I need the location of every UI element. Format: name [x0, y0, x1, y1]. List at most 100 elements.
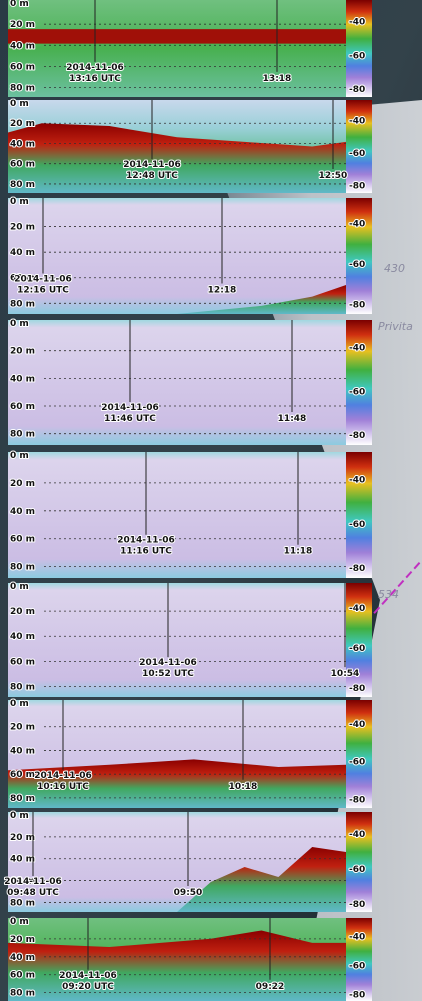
echogram-panel: 0 m20 m40 m60 m80 m-40-60-802014-11-0612… — [8, 196, 372, 314]
depth-label: 20 m — [10, 223, 35, 233]
marker-time: 10:16 UTC — [37, 782, 89, 792]
marker-time: 11:46 UTC — [104, 414, 156, 424]
echogram-panel: 0 m20 m40 m60 m80 m-40-60-802014-11-0611… — [8, 450, 372, 578]
marker-time: 09:50 — [174, 888, 203, 898]
depth-label: 0 m — [10, 451, 29, 461]
marker-date: 2014-11-06 — [117, 536, 175, 546]
scale-label: -80 — [349, 182, 365, 192]
map-label: 534 — [378, 588, 399, 601]
depth-label: 60 m — [10, 62, 35, 72]
scale-label: -80 — [349, 795, 365, 805]
depth-label: 80 m — [10, 989, 35, 999]
depth-label: 20 m — [10, 347, 35, 357]
echogram-background — [8, 583, 346, 697]
depth-label: 60 m — [10, 877, 35, 887]
map-label: 430 — [384, 262, 405, 275]
echogram-panel: 0 m20 m40 m60 m80 m-40-60-802014-11-0611… — [8, 318, 372, 445]
color-scale — [346, 320, 372, 445]
seabed-echo — [8, 123, 346, 193]
depth-label: 0 m — [10, 917, 29, 927]
scale-label: -60 — [349, 865, 365, 875]
depth-label: 40 m — [10, 507, 35, 517]
scale-label: -80 — [349, 85, 365, 95]
echogram-stack: 0 m 20 m 40 m 60 m 80 m -40 -60 -80 2014-11-06 13… — [3, 0, 372, 1001]
marker-date: 2014-11-06 — [4, 877, 62, 887]
depth-label: 40 m — [10, 41, 35, 51]
scale-label: -80 — [349, 990, 365, 1000]
depth-label: 80 m — [10, 430, 35, 440]
marker-time: 12:50 — [319, 171, 348, 181]
echogram-background — [8, 452, 346, 578]
depth-label: 80 m — [10, 180, 35, 190]
marker-time: 10:52 UTC — [142, 669, 194, 679]
marker-time: 12:18 — [208, 286, 237, 296]
scale-label: -80 — [349, 431, 365, 441]
color-scale — [346, 0, 372, 97]
color-scale — [346, 198, 372, 314]
depth-label: 0 m — [10, 582, 29, 592]
depth-label: 60 m — [10, 657, 35, 667]
echogram-panel: 0 m20 m40 m60 m80 m-40-60-802014-11-0610… — [8, 698, 372, 808]
depth-label: 60 m — [10, 770, 35, 780]
scale-label: -40 — [349, 116, 365, 126]
color-scale — [346, 583, 372, 697]
seabed-echo — [177, 285, 346, 314]
depth-label: 40 m — [10, 632, 35, 642]
depth-label: 80 m — [10, 299, 35, 309]
depth-label: 60 m — [10, 160, 35, 170]
depth-label: 60 m — [10, 274, 35, 284]
depth-label: 40 m — [10, 374, 35, 384]
map-label: Privita — [378, 320, 413, 333]
depth-label: 40 m — [10, 855, 35, 865]
depth-label: 20 m — [10, 935, 35, 945]
marker-time: 09:20 UTC — [62, 982, 114, 992]
scale-label: -60 — [349, 644, 365, 654]
marker-date: 2014-11-06 — [139, 658, 197, 668]
depth-label: 40 m — [10, 746, 35, 756]
depth-label: 0 m — [10, 197, 29, 207]
marker-time: 11:18 — [284, 547, 313, 557]
color-scale — [346, 452, 372, 578]
depth-label: 0 m — [10, 699, 29, 709]
scale-label: -40 — [349, 17, 365, 27]
scale-label: -40 — [349, 476, 365, 486]
scale-label: -40 — [349, 932, 365, 942]
scale-label: -40 — [349, 604, 365, 614]
echogram-panel: 0 m20 m40 m60 m80 m-40-60-802014-11-0609… — [3, 810, 372, 912]
marker-date: 2014-11-06 — [14, 275, 72, 285]
echogram-panel: 0 m 20 m 40 m 60 m 80 m -40 -60 -80 2014-11-06 13… — [8, 0, 372, 97]
depth-label: 40 m — [10, 139, 35, 149]
depth-label: 20 m — [10, 20, 35, 30]
depth-label: 0 m — [10, 99, 29, 109]
marker-date: 2014-11-06 — [66, 63, 124, 73]
depth-label: 40 m — [10, 953, 35, 963]
marker-time: 09:22 — [256, 982, 285, 992]
depth-label: 80 m — [10, 898, 35, 908]
seabed-echo — [8, 930, 346, 1001]
scale-label: -60 — [349, 758, 365, 768]
echogram-background — [8, 198, 346, 314]
scale-label: -60 — [349, 520, 365, 530]
depth-label: 80 m — [10, 682, 35, 692]
scale-label: -60 — [349, 149, 365, 159]
scale-label: -40 — [349, 720, 365, 730]
depth-label: 80 m — [10, 84, 35, 94]
depth-label: 20 m — [10, 833, 35, 843]
scale-label: -60 — [349, 387, 365, 397]
scale-label: -80 — [349, 684, 365, 694]
echogram-panel: 0 m20 m40 m60 m80 m-40-60-802014-11-0609… — [8, 916, 372, 1001]
depth-label: 0 m — [10, 0, 29, 9]
depth-label: 20 m — [10, 607, 35, 617]
scale-label: -60 — [349, 51, 365, 61]
depth-label: 60 m — [10, 971, 35, 981]
depth-label: 80 m — [10, 794, 35, 804]
marker-date: 2014-11-06 — [59, 971, 117, 981]
color-scale — [346, 918, 372, 1001]
echogram-panel: 0 m 20 m 40 m 60 m 80 m -40 -60 -80 2014-11-0610… — [8, 581, 372, 697]
depth-label: 80 m — [10, 563, 35, 573]
depth-label: 60 m — [10, 535, 35, 545]
marker-time: 13:18 — [263, 74, 292, 84]
scale-label: -40 — [349, 220, 365, 230]
seabed-echo — [8, 29, 346, 44]
marker-time: 12:16 UTC — [17, 286, 69, 296]
